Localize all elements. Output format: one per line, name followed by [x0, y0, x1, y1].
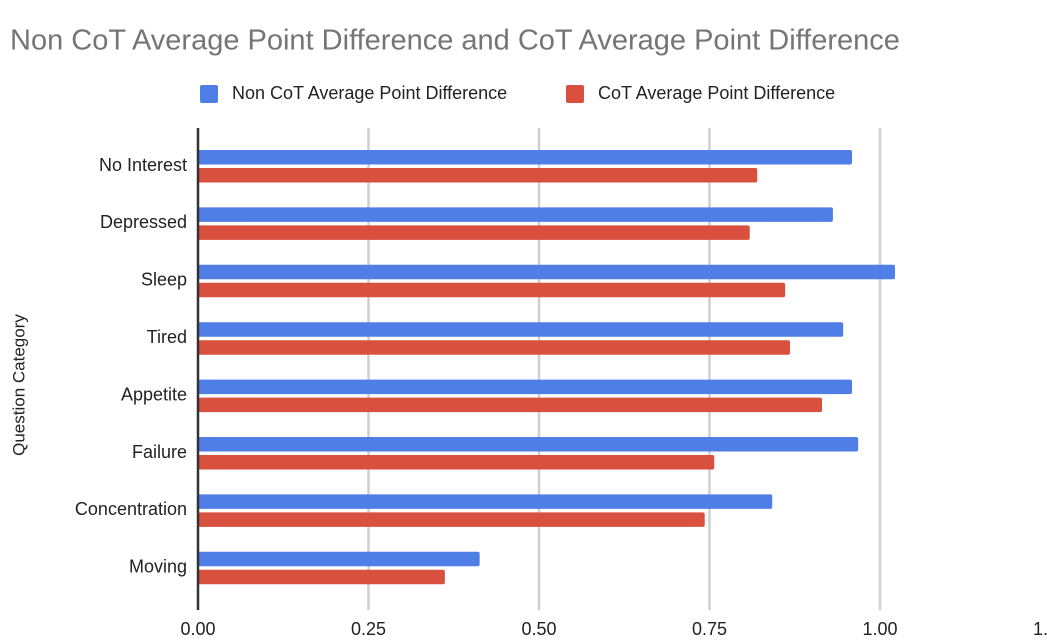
bar — [198, 207, 833, 222]
bar — [198, 437, 859, 452]
legend-swatch — [566, 85, 584, 103]
y-axis-label: Question Category — [9, 314, 28, 456]
legend-label: CoT Average Point Difference — [598, 83, 835, 103]
bar — [198, 340, 790, 355]
y-tick-label: Appetite — [121, 384, 187, 404]
legend-label: Non CoT Average Point Difference — [232, 83, 507, 103]
x-tick-label: 0.00 — [180, 619, 215, 639]
bar — [198, 397, 823, 413]
y-tick-label: No Interest — [99, 155, 187, 175]
bar — [198, 282, 786, 298]
y-tick-label: Sleep — [141, 270, 187, 290]
y-tick-label: Depressed — [100, 212, 187, 232]
bar — [198, 512, 705, 527]
bar — [198, 494, 773, 509]
y-tick-label: Concentration — [75, 499, 187, 519]
bar — [198, 455, 715, 470]
x-tick-label: 0.75 — [692, 619, 727, 639]
bar — [198, 322, 844, 337]
x-tick-label: 0.50 — [521, 619, 556, 639]
x-tick-label: 0.25 — [351, 619, 386, 639]
x-tick-label: 1.00 — [862, 619, 897, 639]
bar — [198, 569, 445, 585]
bar — [198, 264, 896, 280]
y-tick-label: Tired — [147, 327, 187, 347]
bar — [198, 551, 480, 567]
bar — [198, 150, 853, 165]
bar — [198, 379, 853, 395]
y-tick-label: Moving — [129, 557, 187, 577]
bar — [198, 225, 750, 240]
x-tick-label: 1.25 — [1033, 619, 1047, 639]
y-tick-label: Failure — [132, 442, 187, 462]
chart-title: Non CoT Average Point Difference and CoT… — [10, 25, 900, 57]
legend-swatch — [200, 85, 218, 103]
bar — [198, 168, 758, 183]
